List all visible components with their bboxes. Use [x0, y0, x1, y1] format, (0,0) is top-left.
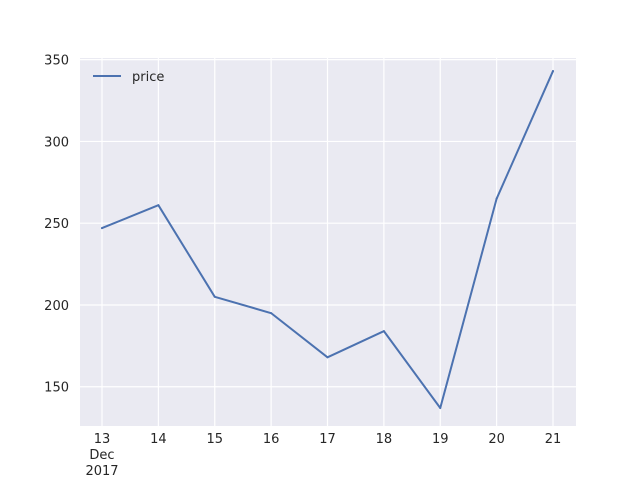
data-point: [326, 356, 329, 359]
x-tick-label: 17: [319, 432, 336, 447]
x-tick-label: 16: [263, 432, 280, 447]
x-tick-label: 19: [432, 432, 449, 447]
data-point: [270, 312, 273, 315]
x-tick-label: 13: [94, 432, 111, 447]
legend-label-price: price: [132, 70, 164, 85]
y-tick-label: 300: [44, 135, 69, 150]
data-point: [157, 204, 160, 207]
x-tick-label: 20: [488, 432, 505, 447]
x-tick-label: 21: [545, 432, 562, 447]
x-year-label: 2017: [85, 464, 118, 479]
y-axis: 150 200 250 300 350: [44, 54, 69, 396]
y-tick-label: 250: [44, 217, 69, 232]
y-tick-label: 150: [44, 381, 69, 396]
grid-lines: [80, 58, 576, 426]
y-tick-label: 350: [44, 54, 69, 69]
x-month-label: Dec: [89, 448, 114, 463]
y-tick-label: 200: [44, 299, 69, 314]
data-point: [439, 407, 442, 410]
x-tick-label: 15: [206, 432, 223, 447]
data-point: [213, 295, 216, 298]
data-point: [382, 330, 385, 333]
legend: price: [93, 70, 164, 85]
x-tick-label: 14: [150, 432, 167, 447]
data-point: [495, 197, 498, 200]
series-group: [101, 70, 554, 410]
data-point: [101, 227, 103, 230]
data-point: [552, 70, 554, 73]
x-tick-label: 18: [376, 432, 393, 447]
